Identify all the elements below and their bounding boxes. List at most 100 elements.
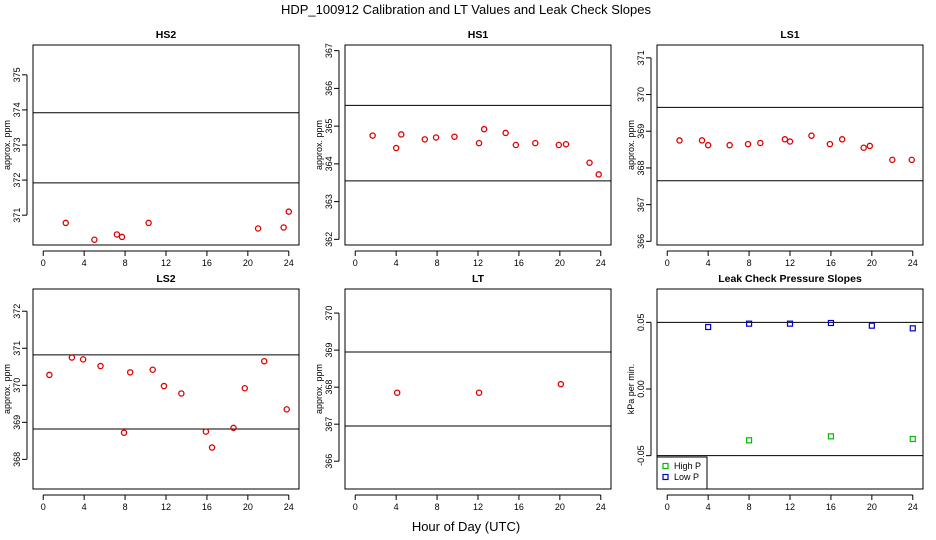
x-tick-label: 20 [243,502,253,512]
x-tick-label: 24 [284,258,294,268]
data-point [149,366,156,373]
x-tick-label: 12 [161,258,171,268]
data-point [676,137,683,144]
data-point [532,139,539,147]
data-point [475,389,483,396]
data-point [826,140,834,148]
data-point [62,219,69,227]
data-point [68,354,76,361]
data-point [827,319,835,327]
x-tick-label: 24 [596,258,606,268]
y-axis-label: approx. ppm [2,364,12,414]
legend-label: Low P [674,472,699,482]
x-tick-label: 4 [82,502,87,512]
data-point [241,385,249,392]
y-tick-label: 369 [636,124,646,139]
plot-frame [656,44,924,246]
x-tick-label: 24 [284,502,294,512]
panel-2: LS1 approx. ppm 0 4 8 12 16 20 24 366 367 368 369 370… [626,29,924,268]
y-axis-label: approx. ppm [626,120,636,170]
data-point [909,325,916,332]
y-tick-label: 370 [636,87,646,102]
data-point [704,141,712,149]
x-tick-label: 24 [596,502,606,512]
panel-title: HS2 [156,29,177,41]
data-point [889,156,896,164]
data-point [145,219,152,227]
data-point [512,141,520,149]
data-point [586,159,593,166]
x-tick-label: 0 [665,258,670,268]
x-tick-label: 12 [473,502,483,512]
x-tick-label: 16 [202,258,212,268]
data-point [46,371,53,379]
data-point [230,424,237,432]
shared-x-axis-label: Hour of Day (UTC) [412,519,520,534]
figure-title: HDP_100912 Calibration and LT Values and… [281,2,652,17]
x-tick-label: 8 [747,258,752,268]
x-tick-label: 8 [123,502,128,512]
x-tick-label: 4 [82,258,87,268]
data-point [126,369,134,376]
x-tick-label: 4 [394,502,399,512]
x-tick-label: 8 [123,258,128,268]
data-point [393,389,401,396]
x-tick-label: 12 [161,502,171,512]
data-point [745,320,753,327]
panels: HS2 approx. ppm 0 4 8 12 16 20 24 371 372 373 374 375… [2,29,924,512]
x-tick-label: 20 [867,258,877,268]
y-tick-label: 365 [324,119,334,134]
y-tick-label: 371 [12,208,22,223]
plot-frame [344,288,612,490]
data-point [757,139,764,147]
y-tick-label: 363 [324,194,334,209]
y-tick-label: 367 [324,417,334,432]
x-tick-label: 16 [202,502,212,512]
panel-5: Leak Check Pressure Slopes kPa per min. 0 4… [626,273,924,512]
data-point [557,380,565,388]
data-point [698,137,706,144]
panel-title: HS1 [468,29,489,41]
x-tick-label: 16 [826,258,836,268]
data-point [202,428,210,435]
data-point [595,171,602,178]
y-tick-label: 366 [324,454,334,469]
y-tick-label: 369 [324,343,334,358]
panel-title: LS1 [780,29,799,41]
data-point [79,356,87,363]
y-tick-label: 375 [12,67,22,82]
data-point [91,236,98,243]
data-point [280,224,287,231]
x-tick-label: 0 [41,502,46,512]
data-point [208,444,216,451]
y-tick-label: 372 [12,304,22,319]
legend-label: High P [674,461,701,471]
x-tick-label: 0 [41,258,46,268]
panel-title: LT [472,273,485,285]
x-tick-label: 4 [706,258,711,268]
data-point [860,144,867,152]
x-tick-label: 12 [473,258,483,268]
data-point [705,323,712,331]
panel-title: LS2 [156,273,175,285]
x-tick-label: 8 [435,258,440,268]
y-tick-label: 371 [636,50,646,65]
data-point [475,139,483,147]
plot-frame [344,44,612,246]
data-point [786,138,794,145]
data-point [726,141,733,149]
data-point [808,132,815,139]
y-tick-label: 368 [636,160,646,175]
x-tick-label: 20 [867,502,877,512]
data-point [744,140,752,148]
data-point [909,435,916,443]
x-tick-label: 0 [665,502,670,512]
legend-marker [662,462,669,470]
y-axis-label: kPa per min. [626,364,636,415]
y-axis-label: approx. ppm [314,364,324,414]
panel-0: HS2 approx. ppm 0 4 8 12 16 20 24 371 372 373 374 375 [2,29,300,268]
y-tick-label: 0.00 [636,380,646,398]
y-tick-label: 367 [324,43,334,58]
panel-1: HS1 approx. ppm 0 4 8 12 16 20 24 362 363 364 365 366… [314,29,612,268]
